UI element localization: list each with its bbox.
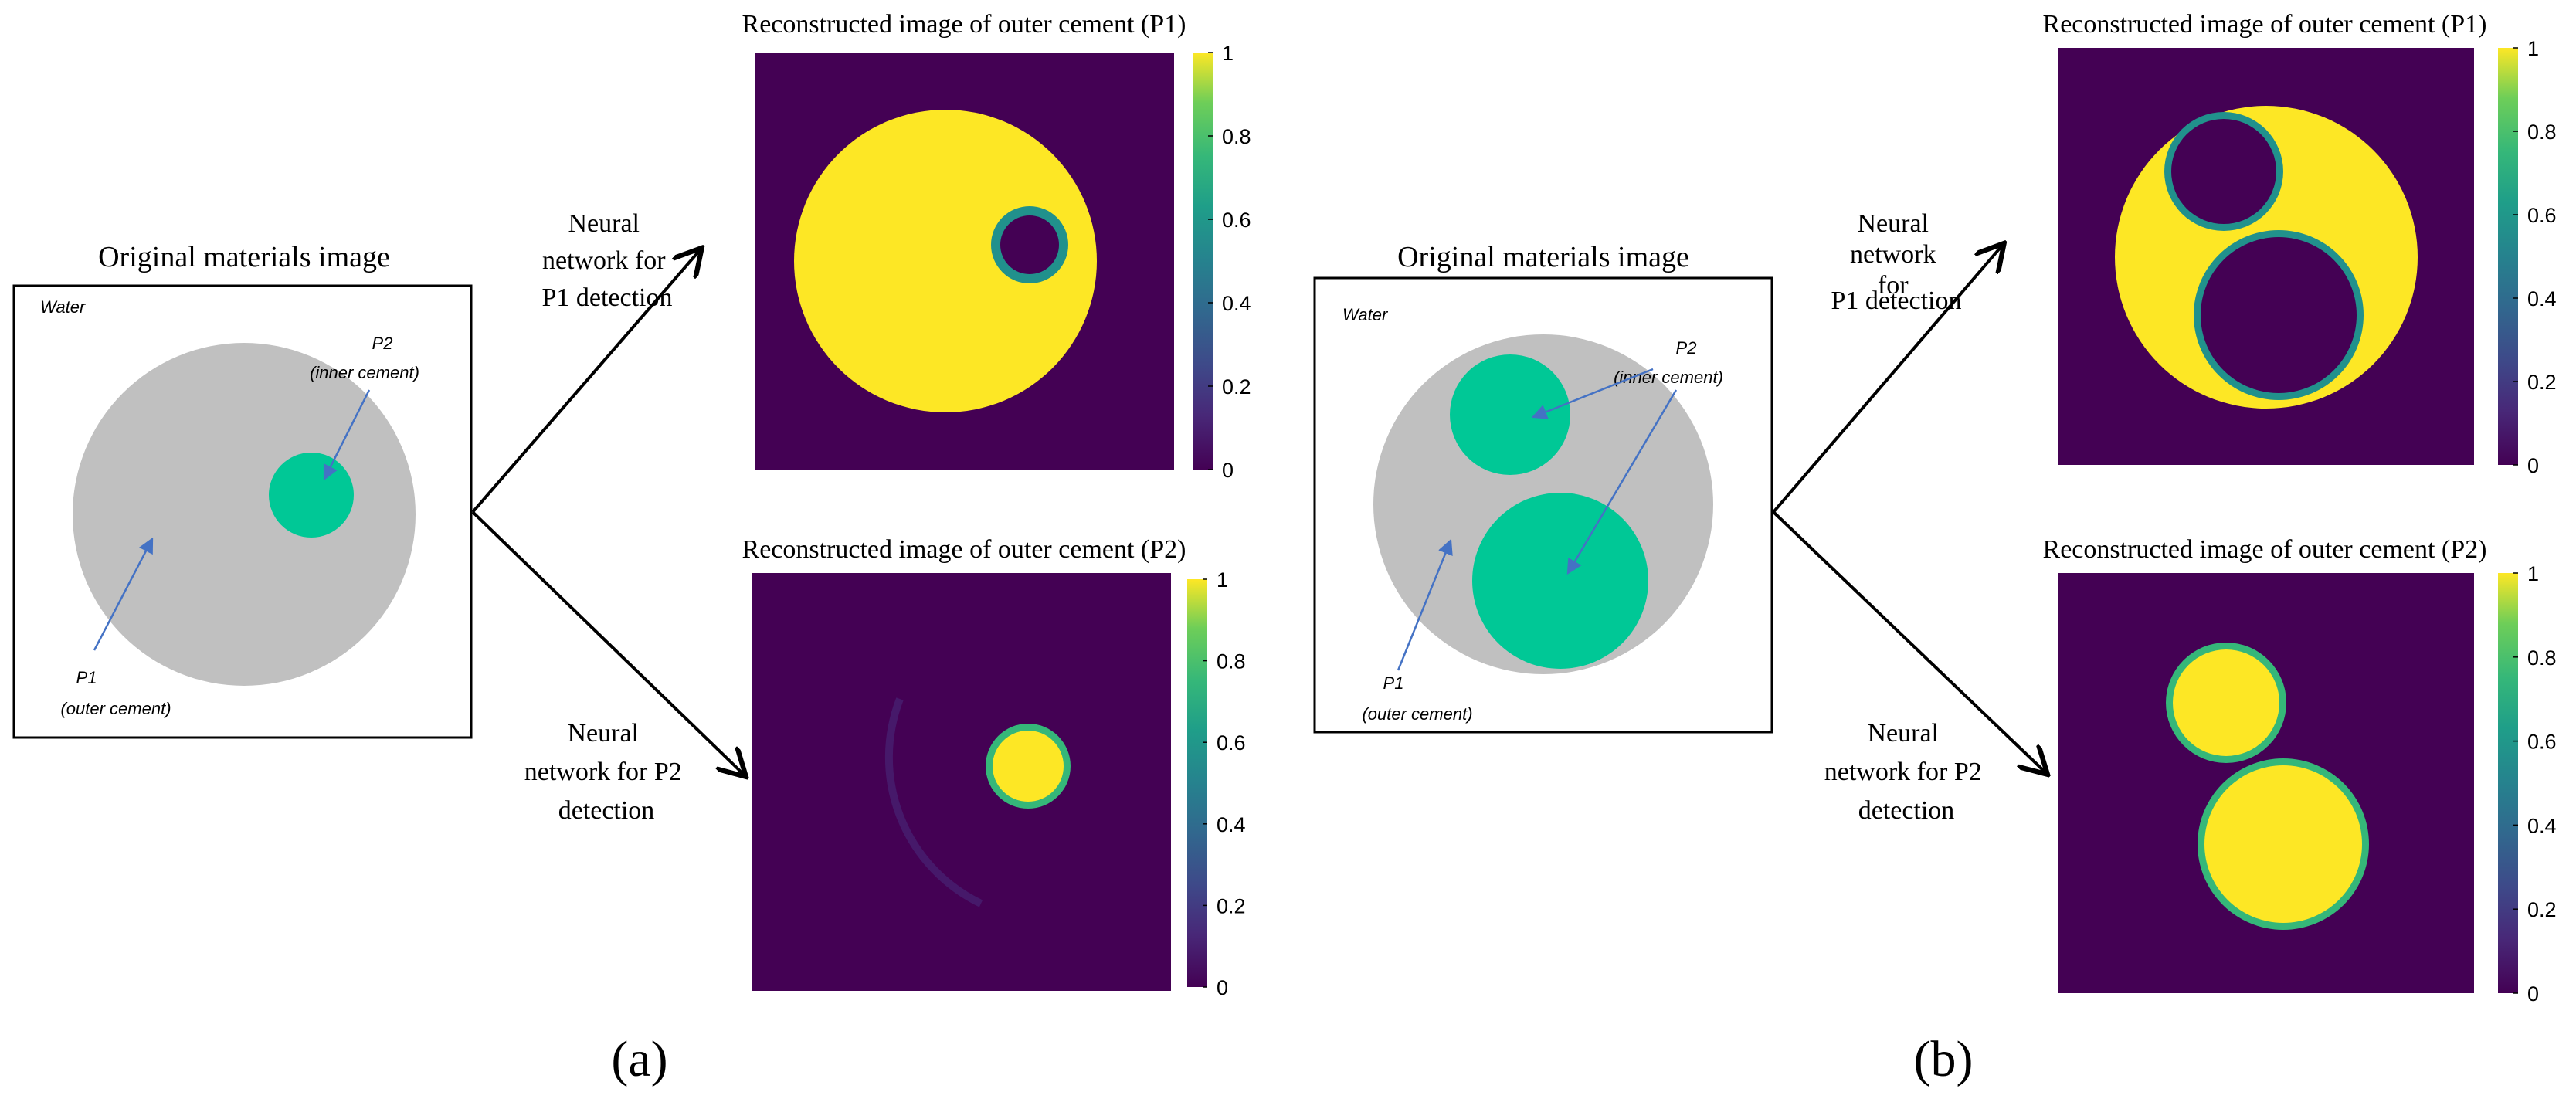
inner-cement-core: [993, 731, 1064, 802]
colorbar-tick-label: 0.8: [2527, 120, 2557, 144]
network-p1-label: Neural network for P1 detection: [1831, 209, 1961, 315]
network-p2-label: Neural network for P2 detection: [524, 719, 688, 825]
network-p1-label: Neural network for P1 detection: [541, 209, 672, 312]
colorbar-tick-label: 0.4: [2527, 814, 2557, 837]
recon-p2-b: Reconstructed image of outer cement (P2): [2043, 535, 2518, 993]
colorbar-tick-label: 0.2: [2527, 371, 2557, 394]
colorbar-tick-label: 0.4: [1217, 813, 1246, 836]
colorbar-tick-label: 1: [2527, 562, 2539, 585]
recon-p2-title: Reconstructed image of outer cement (P2): [742, 535, 1186, 564]
colorbar-tick-label: 1: [2527, 37, 2539, 60]
p2-pointer-large: [1566, 389, 1678, 575]
colorbar: [2498, 48, 2518, 465]
p2-sublabel: (inner cement): [310, 363, 419, 382]
colorbar-tick-label: 0.2: [1217, 894, 1246, 917]
p1-label: P1: [1383, 673, 1404, 693]
recon-p2-title: Reconstructed image of outer cement (P2): [2043, 535, 2487, 564]
outer-cement-region: [73, 343, 416, 686]
inner-cement-region: [269, 453, 354, 538]
colorbar-tick-label: 1: [1217, 568, 1228, 592]
colorbar-tick-label: 0: [2527, 454, 2539, 477]
colorbar-tick-label: 1: [1222, 42, 1234, 65]
network-p2-label: Neural network for P2 detection: [1824, 719, 1988, 825]
outer-cement-map: [794, 110, 1097, 412]
inner-hole-small: [2171, 119, 2276, 224]
heatmap-background: [752, 573, 1171, 991]
p2-label: P2: [1676, 338, 1697, 358]
colorbar: [1193, 53, 1213, 470]
colorbar-tick-label: 0: [2527, 982, 2539, 1006]
p1-pointer: [93, 537, 154, 651]
p2-pointer: [323, 389, 371, 481]
panel-label-a: (a): [611, 1031, 667, 1087]
panel-a: Original materials image Water P2 (inner…: [12, 10, 1213, 1087]
p2-pointer-small: [1531, 368, 1654, 419]
faint-artifact-arc: [884, 697, 983, 907]
water-label: Water: [40, 297, 87, 317]
p1-sublabel: (outer cement): [1362, 704, 1472, 724]
inner-hole-large: [2201, 237, 2357, 393]
colorbar-tick-label: 0.6: [2527, 731, 2557, 754]
colorbar-ticks: 1 0.8 0.6 0.4 0.2 0 1 0.8 0.6 0.4 0.2 0 1 0.8 0.6 0.4 0.…: [1203, 37, 2557, 1006]
inner-cement-region-small: [1450, 354, 1570, 475]
p1-pointer: [1397, 538, 1453, 671]
recon-p2-a: Reconstructed image of outer cement (P2): [742, 535, 1207, 991]
panel-label-b: (b): [1914, 1031, 1974, 1087]
inner-cement-region-large: [1472, 493, 1648, 669]
arrow-to-p1-b: [1772, 246, 2002, 514]
colorbar-tick-label: 0.2: [1222, 375, 1251, 398]
panel-b: Original materials image Water P2 (inner…: [1313, 10, 2518, 1087]
colorbar-tick-label: 0.4: [2527, 287, 2557, 310]
arrow-to-p1-a: [471, 250, 700, 514]
colorbar-tick-label: 0.8: [2527, 646, 2557, 670]
arrow-to-p2-a: [471, 510, 744, 775]
colorbar-tick-label: 0.6: [2527, 204, 2557, 227]
recon-p1-a: Reconstructed image of outer cement (P1): [742, 10, 1213, 470]
inner-cement-core-large: [2204, 765, 2362, 923]
inner-hole: [1000, 215, 1059, 274]
colorbar-tick-label: 0.6: [1222, 209, 1251, 232]
p1-sublabel: (outer cement): [60, 699, 171, 718]
original-title: Original materials image: [1397, 241, 1689, 273]
recon-p1-b: Reconstructed image of outer cement (P1): [2043, 10, 2518, 465]
recon-p1-title: Reconstructed image of outer cement (P1): [742, 10, 1186, 39]
colorbar-tick-label: 0.4: [1222, 292, 1251, 315]
colorbar-tick-label: 0.8: [1217, 650, 1246, 673]
colorbar-tick-label: 0.2: [2527, 898, 2557, 921]
inner-cement-core-small: [2173, 649, 2279, 756]
p1-label: P1: [76, 668, 97, 687]
p2-label: P2: [372, 334, 393, 353]
original-title: Original materials image: [98, 241, 390, 273]
original-image-b: Original materials image Water P2 (inner…: [1313, 241, 1773, 734]
original-image-a: Original materials image Water P2 (inner…: [12, 241, 473, 739]
colorbar-tick-label: 0: [1217, 976, 1228, 999]
colorbar-tick-label: 0.6: [1217, 731, 1246, 755]
p2-sublabel: (inner cement): [1614, 368, 1723, 387]
arrow-to-p2-b: [1772, 510, 2045, 772]
water-label: Water: [1342, 305, 1389, 324]
colorbar-tick-label: 0: [1222, 459, 1234, 482]
colorbar-tick-label: 0.8: [1222, 125, 1251, 148]
colorbar: [2498, 573, 2518, 993]
recon-p1-title: Reconstructed image of outer cement (P1): [2043, 10, 2487, 39]
colorbar: [1187, 579, 1207, 987]
